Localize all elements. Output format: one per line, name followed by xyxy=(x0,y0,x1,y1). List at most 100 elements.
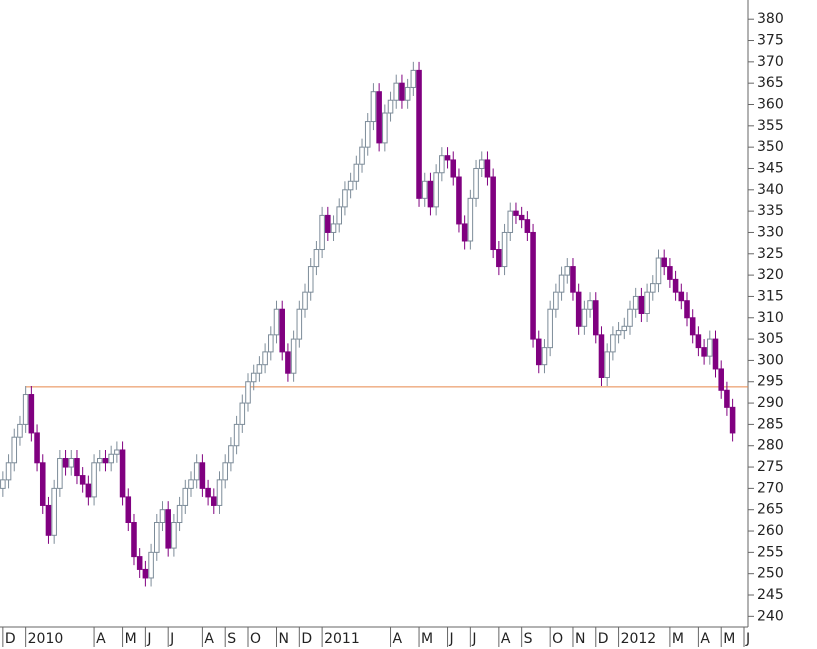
candle-body xyxy=(524,219,531,233)
candle-body xyxy=(96,458,103,464)
candle-body xyxy=(11,436,18,464)
candle-body xyxy=(501,231,508,268)
candle-body xyxy=(205,487,211,498)
candle-body xyxy=(302,291,308,310)
candle-body xyxy=(342,189,348,208)
candle-body xyxy=(319,214,325,251)
y-tick-label: 335 xyxy=(757,203,784,219)
candle-body xyxy=(57,458,63,489)
candle-body xyxy=(615,330,622,336)
candle-body xyxy=(239,402,246,425)
y-tick-label: 365 xyxy=(757,75,784,91)
candle-body xyxy=(404,86,411,101)
candle-body xyxy=(587,300,593,310)
candle-body xyxy=(490,176,496,251)
candle-body xyxy=(353,163,360,182)
candle-body xyxy=(564,266,571,276)
x-tick-label: J xyxy=(745,631,750,647)
candle-body xyxy=(108,453,114,464)
candle-body xyxy=(678,291,685,302)
candle-body xyxy=(421,180,428,199)
candle-body xyxy=(5,462,12,481)
candle-body xyxy=(102,458,109,464)
y-tick-label: 325 xyxy=(757,246,784,262)
x-tick-label: 2011 xyxy=(324,631,360,647)
x-tick-label: A xyxy=(204,631,214,647)
candle-body xyxy=(399,82,405,101)
x-tick-label: M xyxy=(723,631,735,647)
x-tick-label: A xyxy=(501,631,511,647)
candle-body xyxy=(290,338,297,374)
candle-body xyxy=(91,462,97,498)
candle-body xyxy=(268,334,274,353)
candle-body xyxy=(330,223,337,233)
candle-body xyxy=(581,308,588,327)
candle-body xyxy=(672,278,679,293)
candle-body xyxy=(729,406,736,434)
y-tick-label: 265 xyxy=(757,502,784,518)
candle-body xyxy=(176,504,183,524)
candle-body xyxy=(547,308,553,349)
y-tick-label: 360 xyxy=(757,97,784,113)
y-tick-label: 240 xyxy=(757,608,784,624)
candle-body xyxy=(541,347,548,366)
candle-body xyxy=(410,69,417,88)
candle-body xyxy=(51,487,57,536)
candle-body xyxy=(188,479,194,489)
candle-body xyxy=(28,394,35,434)
candle-body xyxy=(370,91,377,123)
candle-body xyxy=(478,159,485,169)
candle-body xyxy=(0,479,6,489)
candle-body xyxy=(245,381,251,404)
candle-body xyxy=(114,449,120,455)
x-tick-label: D xyxy=(598,631,609,647)
x-tick-label: S xyxy=(524,631,533,647)
candle-body xyxy=(74,458,80,477)
candle-body xyxy=(154,522,160,553)
y-tick-label: 375 xyxy=(757,33,784,49)
candle-body xyxy=(165,509,171,549)
y-tick-label: 315 xyxy=(757,288,784,304)
candle-body xyxy=(336,206,343,225)
candle-body xyxy=(661,257,667,268)
y-tick-label: 250 xyxy=(757,566,784,582)
candle-body xyxy=(644,291,650,314)
candle-body xyxy=(382,112,388,144)
candle-body xyxy=(228,445,234,464)
x-tick-label: M xyxy=(125,631,137,647)
candle-body xyxy=(610,334,616,353)
y-tick-label: 300 xyxy=(757,352,784,368)
candle-body xyxy=(171,522,177,549)
candle-body xyxy=(570,266,576,293)
candle-body xyxy=(707,338,713,357)
candle-body xyxy=(45,504,52,536)
candle-body xyxy=(496,249,502,268)
y-tick-label: 275 xyxy=(757,459,784,475)
candle-body xyxy=(216,479,223,506)
x-tick-label: N xyxy=(279,631,289,647)
candle-body xyxy=(444,155,451,161)
candle-body xyxy=(285,351,291,374)
candle-body xyxy=(689,317,696,336)
candle-body xyxy=(667,266,673,280)
x-tick-label: M xyxy=(421,631,433,647)
candle-body xyxy=(22,394,29,425)
candle-body xyxy=(507,210,514,233)
y-tick-label: 245 xyxy=(757,587,784,603)
candle-body xyxy=(513,210,519,216)
x-tick-label: N xyxy=(575,631,585,647)
candle-body xyxy=(393,82,400,101)
candle-body xyxy=(467,197,474,242)
y-tick-label: 280 xyxy=(757,438,784,454)
candle-body xyxy=(262,351,268,366)
candle-body xyxy=(387,99,394,114)
candle-body xyxy=(222,462,228,481)
candle-body xyxy=(68,458,75,468)
candle-body xyxy=(256,364,263,374)
candle-body xyxy=(650,283,656,293)
x-tick-label: J xyxy=(449,631,454,647)
candle-body xyxy=(131,522,137,558)
x-tick-label: 2010 xyxy=(28,631,64,647)
candle-body xyxy=(364,121,371,148)
